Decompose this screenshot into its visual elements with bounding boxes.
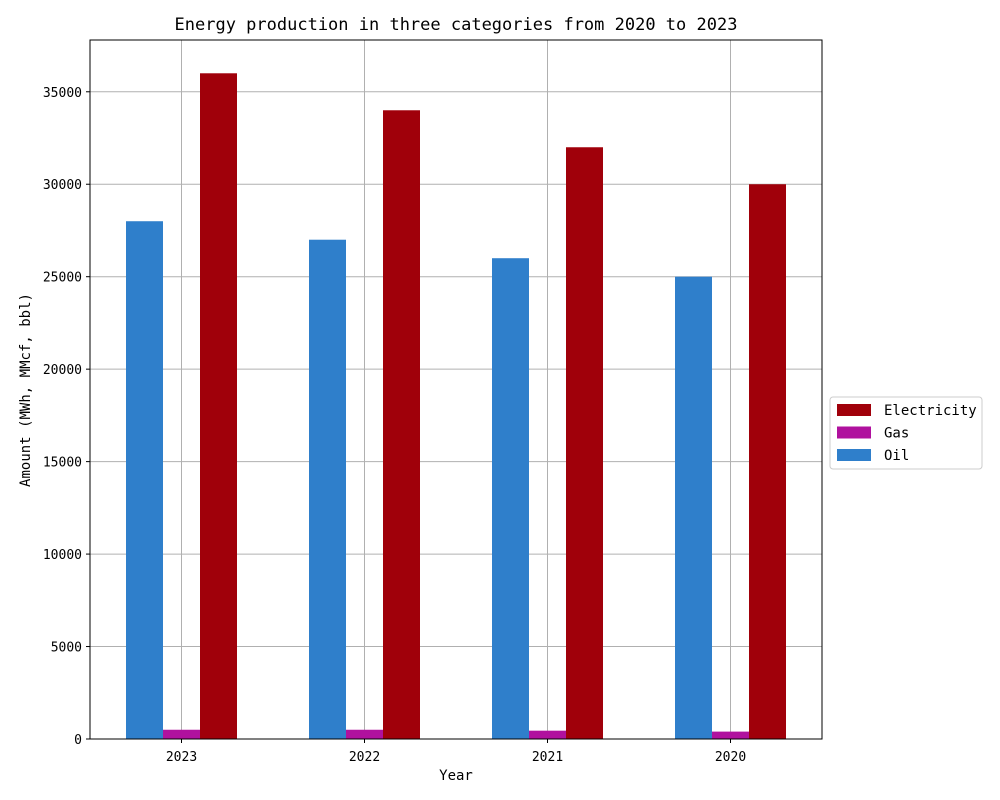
y-tick-label: 25000	[43, 271, 82, 286]
legend-swatch-gas	[837, 426, 871, 439]
y-tick-label: 35000	[43, 86, 82, 101]
bar-oil-2021	[492, 258, 529, 739]
x-axis-label: Year	[439, 768, 473, 784]
bars-layer	[126, 73, 786, 740]
y-tick-label: 20000	[43, 363, 82, 378]
bar-electricity-2022	[383, 110, 420, 740]
bar-oil-2020	[675, 276, 712, 739]
x-tick-label: 2021	[532, 750, 563, 765]
legend: Electricity Gas Oil	[829, 396, 983, 470]
ticks-layer: 0 5000 10000 15000 20000 25000 30000 35000 2023 2…	[43, 86, 746, 765]
x-tick-label: 2022	[349, 750, 380, 765]
x-tick-label: 2023	[166, 750, 197, 765]
chart-title: Energy production in three categories fr…	[175, 15, 738, 35]
bar-oil-2022	[309, 239, 346, 739]
plot-frame	[89, 39, 823, 740]
bar-electricity-2021	[566, 147, 603, 739]
y-tick-label: 10000	[43, 548, 82, 563]
legend-label-oil: Oil	[884, 448, 909, 464]
grid-layer	[90, 40, 822, 740]
bar-electricity-2020	[749, 184, 786, 739]
bar-oil-2023	[126, 221, 163, 739]
bar-gas-2022	[346, 729, 383, 739]
y-tick-label: 30000	[43, 178, 82, 193]
legend-items: Electricity Gas Oil	[837, 403, 977, 464]
legend-swatch-oil	[837, 449, 871, 461]
bar-gas-2021	[529, 730, 566, 739]
legend-swatch-electricity	[837, 404, 871, 416]
bar-electricity-2023	[200, 73, 237, 740]
bar-gas-2020	[712, 731, 749, 739]
bar-gas-2023	[163, 729, 200, 739]
y-tick-label: 15000	[43, 456, 82, 471]
legend-label-gas: Gas	[884, 426, 909, 442]
y-tick-label: 0	[74, 733, 82, 748]
x-tick-label: 2020	[715, 750, 746, 765]
y-tick-label: 5000	[51, 641, 82, 656]
y-axis-label: Amount (MWh, MMcf, bbl)	[18, 293, 34, 487]
legend-label-electricity: Electricity	[884, 403, 977, 419]
